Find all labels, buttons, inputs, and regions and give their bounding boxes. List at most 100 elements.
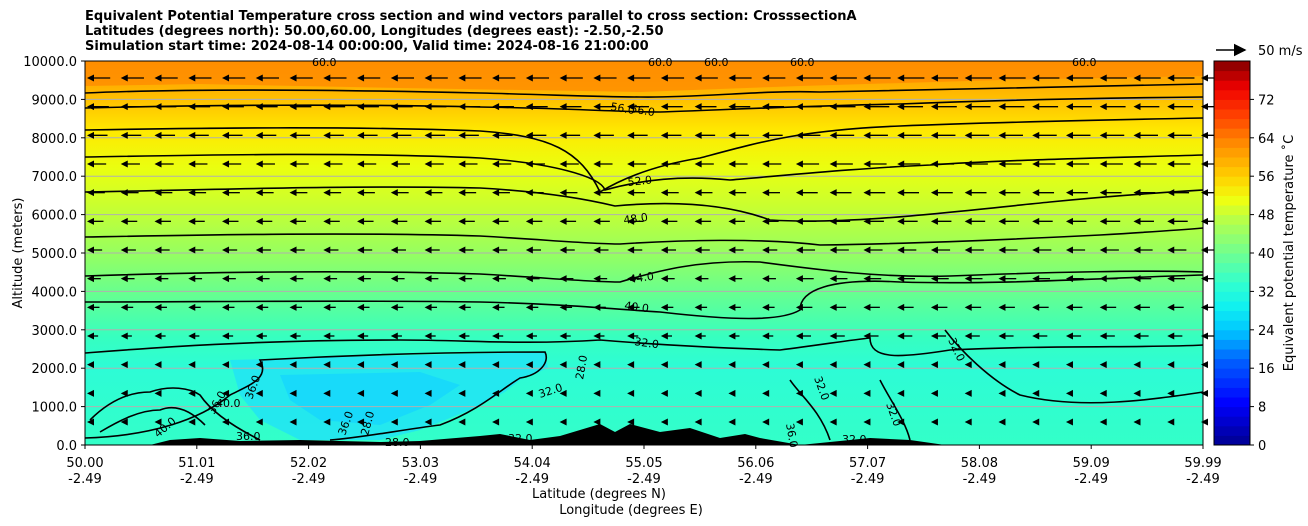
wind-vector-head [863,418,871,426]
quiver-key-label: 50 m/s [1258,44,1303,59]
wind-vector-head [897,332,905,340]
wind-vector-head [1201,189,1208,197]
wind-vector-head [762,189,770,197]
wind-vector-head [255,303,263,311]
wind-vector-head [897,217,905,225]
y-tick-label: 5000.0 [32,247,78,262]
wind-vector-head [559,303,567,311]
colorbar-tick-label: 24 [1258,324,1275,339]
wind-vector-head [154,275,162,283]
wind-vector-head [795,332,803,340]
wind-vector-head [1099,389,1107,397]
wind-vector-head [1032,418,1040,426]
x-tick-label-lat: 59.09 [1073,456,1110,471]
wind-vector-head [795,74,803,82]
x-tick-label-lat: 54.04 [514,456,551,471]
colorbar-segment [1214,214,1250,225]
wind-vector-head [1133,189,1141,197]
wind-vector-head [323,275,331,283]
wind-vector-head [458,246,466,254]
wind-vector-head [1133,361,1141,369]
wind-vector-head [897,246,905,254]
wind-vector-head [525,160,533,168]
wind-vector-head [694,389,702,397]
wind-vector-head [593,418,601,426]
wind-vector-head [289,303,297,311]
wind-vector-head [593,246,601,254]
wind-vector-head [728,332,736,340]
wind-vector-head [795,361,803,369]
contour-label: 60.0 [648,56,673,69]
wind-vector-head [87,217,94,225]
wind-vector-head [357,131,365,139]
wind-vector-head [458,160,466,168]
contour-line [84,186,1204,222]
wind-vector-head [120,189,128,197]
contour-label: 40.0 [216,397,241,410]
wind-vector-head [255,246,263,254]
wind-vector-head [87,275,94,283]
wind-vector-head [154,103,162,111]
wind-vector-head [120,246,128,254]
wind-vector-head [1167,275,1175,283]
wind-vector-head [87,332,94,340]
wind-vector-head [87,189,94,197]
wind-vector-head [897,303,905,311]
wind-vector-head [458,361,466,369]
x-axis-label: Latitude (degrees N) [532,487,666,502]
wind-vector-head [188,389,196,397]
wind-vector-head [289,103,297,111]
wind-vector-head [694,246,702,254]
wind-vector-head [863,103,871,111]
wind-vector-head [559,74,567,82]
wind-vector-head [154,361,162,369]
wind-vector-head [559,418,567,426]
wind-vector-head [964,275,972,283]
wind-vector-head [154,418,162,426]
wind-vector-head [222,246,230,254]
wind-vector-head [1167,332,1175,340]
wind-vector-head [694,74,702,82]
wind-vector-head [1133,246,1141,254]
contour-label: 28.0 [573,354,590,380]
colorbar-segment [1214,349,1250,360]
wind-vector-head [627,418,635,426]
wind-vector-head [593,103,601,111]
wind-vector-head [829,103,837,111]
wind-vector-head [222,103,230,111]
wind-vector-head [829,418,837,426]
colorbar-segment [1214,435,1250,446]
wind-vector-head [120,131,128,139]
wind-vector-head [964,160,972,168]
contour-label: 56.0 [609,100,635,117]
wind-vector-head [492,217,500,225]
wind-vector-head [593,332,601,340]
wind-vector-head [1133,275,1141,283]
wind-vector-head [964,246,972,254]
wind-vector-head [1133,131,1141,139]
wind-vector-head [829,131,837,139]
contour-label: 48.0 [623,211,649,227]
wind-vector-head [998,389,1006,397]
y-tick-label: 7000.0 [32,170,78,185]
wind-vector-head [289,217,297,225]
wind-vector-head [1032,275,1040,283]
terrain [150,424,945,445]
wind-vector-head [458,418,466,426]
contour-label: 44.0 [629,270,655,286]
contour-line [84,83,1204,98]
wind-vector-head [323,303,331,311]
wind-vector-head [390,332,398,340]
title-line-1: Equivalent Potential Temperature cross s… [85,9,857,24]
wind-vector-head [87,160,94,168]
wind-vector-head [1099,361,1107,369]
wind-vector-head [154,332,162,340]
wind-vector-head [998,246,1006,254]
wind-vector-head [525,303,533,311]
wind-vector-head [289,74,297,82]
wind-vector-head [559,275,567,283]
wind-vector-head [863,246,871,254]
wind-vector-head [390,217,398,225]
wind-vector-head [390,74,398,82]
wind-vector-head [795,275,803,283]
